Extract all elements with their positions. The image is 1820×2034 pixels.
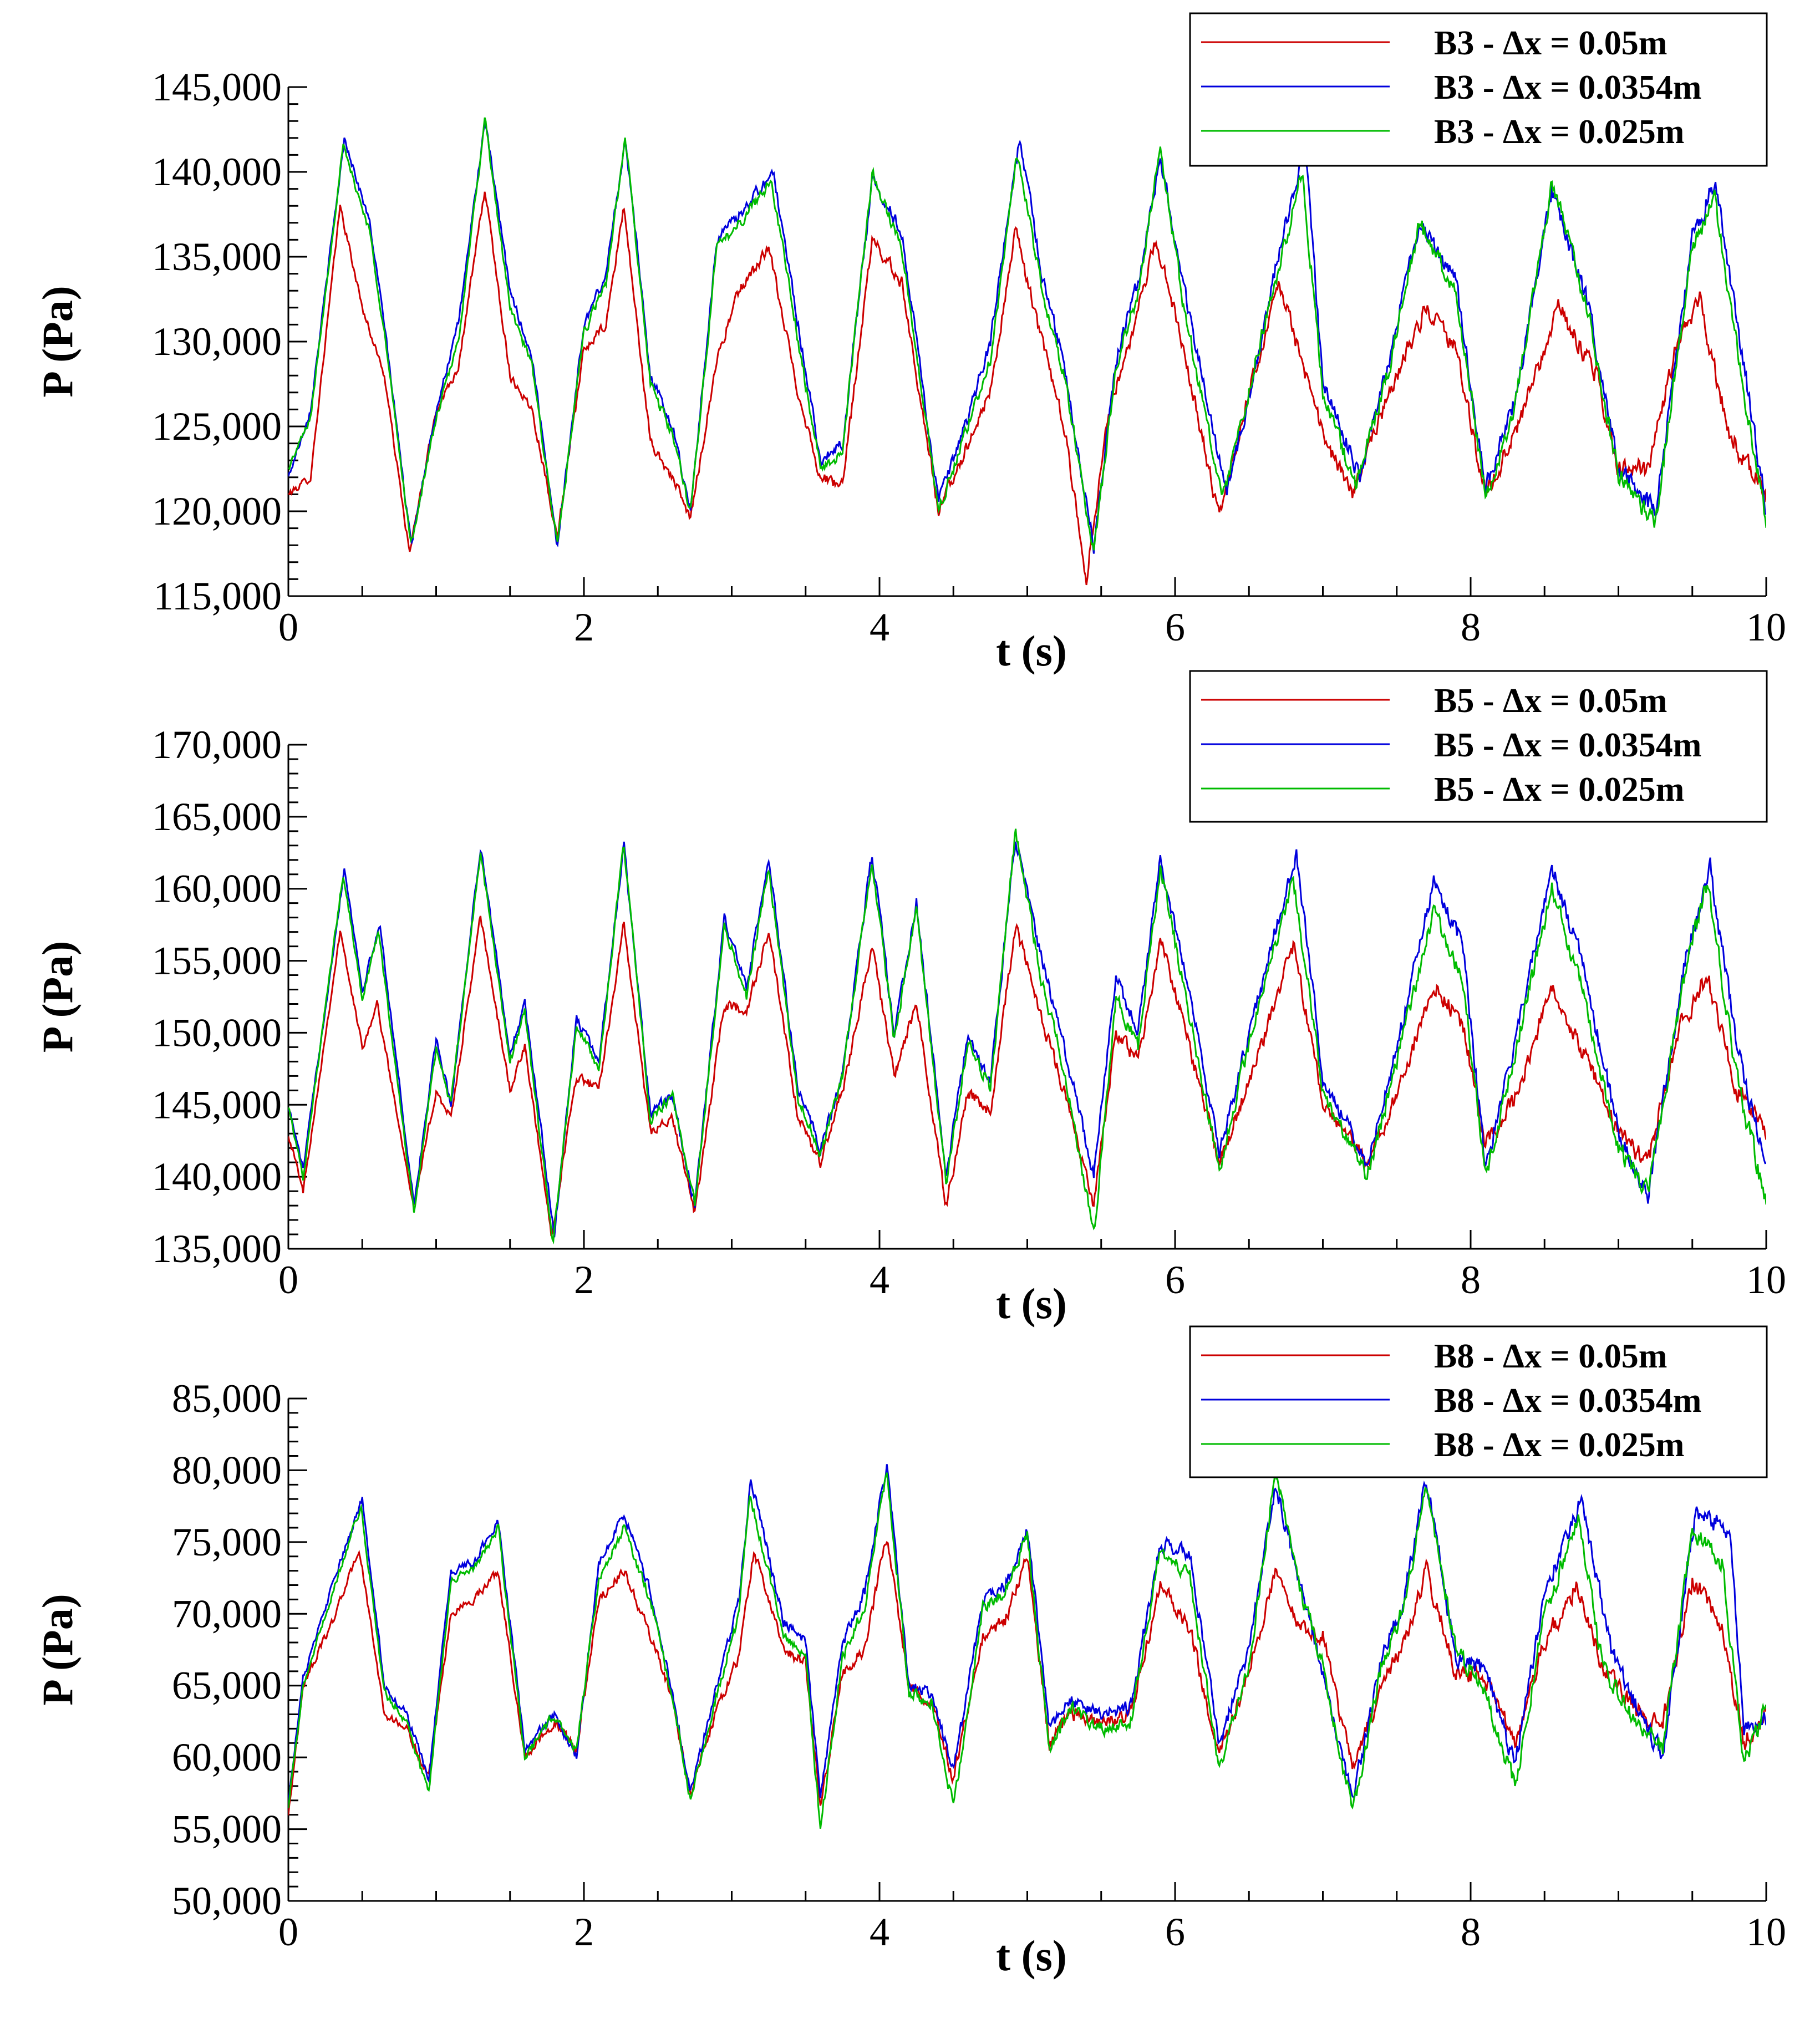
legend-label: B5 - Δx = 0.05m xyxy=(1434,682,1667,720)
x-tick-label: 8 xyxy=(1461,605,1481,649)
y-tick-label: 50,000 xyxy=(172,1879,282,1923)
y-tick-label: 155,000 xyxy=(152,939,282,983)
y-tick-label: 165,000 xyxy=(152,795,282,839)
legend-label: B5 - Δx = 0.0354m xyxy=(1434,726,1701,764)
x-axis-label: t (s) xyxy=(996,1279,1067,1328)
y-tick-label: 170,000 xyxy=(152,723,282,767)
legend-box xyxy=(1189,670,1768,823)
x-tick-label: 2 xyxy=(574,605,594,649)
y-tick-label: 55,000 xyxy=(172,1807,282,1852)
x-tick-label: 10 xyxy=(1746,1258,1786,1302)
y-tick-label: 70,000 xyxy=(172,1591,282,1636)
legend: B8 - Δx = 0.05m B8 - Δx = 0.0354m B8 - Δx … xyxy=(1189,1325,1768,1478)
y-tick-label: 160,000 xyxy=(152,867,282,911)
y-tick-label: 150,000 xyxy=(152,1010,282,1055)
chart-panel-3: 0 2 4 6 8 10 50,000 55,000 60,000 65,000 70,000 75,… xyxy=(33,1325,1786,1980)
x-tick-label: 8 xyxy=(1461,1258,1481,1302)
x-tick-label: 6 xyxy=(1165,1258,1185,1302)
y-axis-label: P (Pa) xyxy=(33,1594,82,1705)
legend: B5 - Δx = 0.05m B5 - Δx = 0.0354m B5 - Δx … xyxy=(1189,670,1768,823)
legend-label: B3 - Δx = 0.025m xyxy=(1434,113,1684,151)
x-tick-label: 10 xyxy=(1746,1910,1786,1954)
x-tick-label: 2 xyxy=(574,1910,594,1954)
x-axis-label: t (s) xyxy=(996,627,1067,675)
legend-label: B5 - Δx = 0.025m xyxy=(1434,771,1684,808)
legend-box xyxy=(1189,1325,1768,1478)
y-tick-label: 85,000 xyxy=(172,1376,282,1421)
legend-label: B3 - Δx = 0.05m xyxy=(1434,24,1667,62)
y-tick-label: 60,000 xyxy=(172,1735,282,1779)
chart-panel-1: 0 2 4 6 8 10 115,000 120,000 125,000 130,000 135,0… xyxy=(33,12,1786,675)
y-tick-label: 65,000 xyxy=(172,1664,282,1708)
legend-box xyxy=(1189,12,1768,167)
series-line-1 xyxy=(288,191,1766,586)
series-line-2 xyxy=(288,841,1766,1238)
legend-label: B8 - Δx = 0.05m xyxy=(1434,1338,1667,1375)
y-tick-label: 145,000 xyxy=(152,65,282,109)
x-tick-label: 4 xyxy=(870,1258,889,1302)
y-tick-label: 125,000 xyxy=(152,404,282,449)
y-axis-label: P (Pa) xyxy=(33,286,82,397)
series-line-3 xyxy=(288,1469,1766,1829)
y-axis-label: P (Pa) xyxy=(33,941,82,1052)
y-tick-label: 115,000 xyxy=(154,574,282,618)
legend-label: B8 - Δx = 0.025m xyxy=(1434,1426,1684,1464)
y-tick-label: 135,000 xyxy=(152,1227,282,1271)
legend: B3 - Δx = 0.05m B3 - Δx = 0.0354m B3 - Δx … xyxy=(1189,12,1768,167)
x-axis-label: t (s) xyxy=(996,1931,1067,1980)
series-line-3 xyxy=(288,828,1766,1245)
x-tick-label: 8 xyxy=(1461,1910,1481,1954)
series-line-3 xyxy=(288,117,1766,551)
x-tick-label: 2 xyxy=(574,1258,594,1302)
x-tick-label: 0 xyxy=(278,605,298,649)
legend-label: B3 - Δx = 0.0354m xyxy=(1434,69,1701,106)
x-tick-label: 6 xyxy=(1165,1910,1185,1954)
x-tick-label: 0 xyxy=(278,1910,298,1954)
series-line-1 xyxy=(288,1540,1766,1816)
y-tick-label: 140,000 xyxy=(152,1155,282,1199)
y-tick-label: 80,000 xyxy=(172,1448,282,1492)
x-tick-label: 6 xyxy=(1165,605,1185,649)
y-tick-label: 75,000 xyxy=(172,1520,282,1564)
y-tick-label: 145,000 xyxy=(152,1082,282,1127)
chart-panel-2: 0 2 4 6 8 10 135,000 140,000 145,000 150,000 155,0… xyxy=(33,670,1786,1328)
x-tick-label: 4 xyxy=(870,605,889,649)
series-line-1 xyxy=(288,916,1766,1237)
y-tick-label: 135,000 xyxy=(152,235,282,279)
x-tick-label: 10 xyxy=(1746,605,1786,649)
x-tick-label: 0 xyxy=(278,1258,298,1302)
x-tick-label: 4 xyxy=(870,1910,889,1954)
y-tick-label: 130,000 xyxy=(152,319,282,364)
y-tick-label: 120,000 xyxy=(152,489,282,533)
y-tick-label: 140,000 xyxy=(152,150,282,194)
legend-label: B8 - Δx = 0.0354m xyxy=(1434,1382,1701,1420)
